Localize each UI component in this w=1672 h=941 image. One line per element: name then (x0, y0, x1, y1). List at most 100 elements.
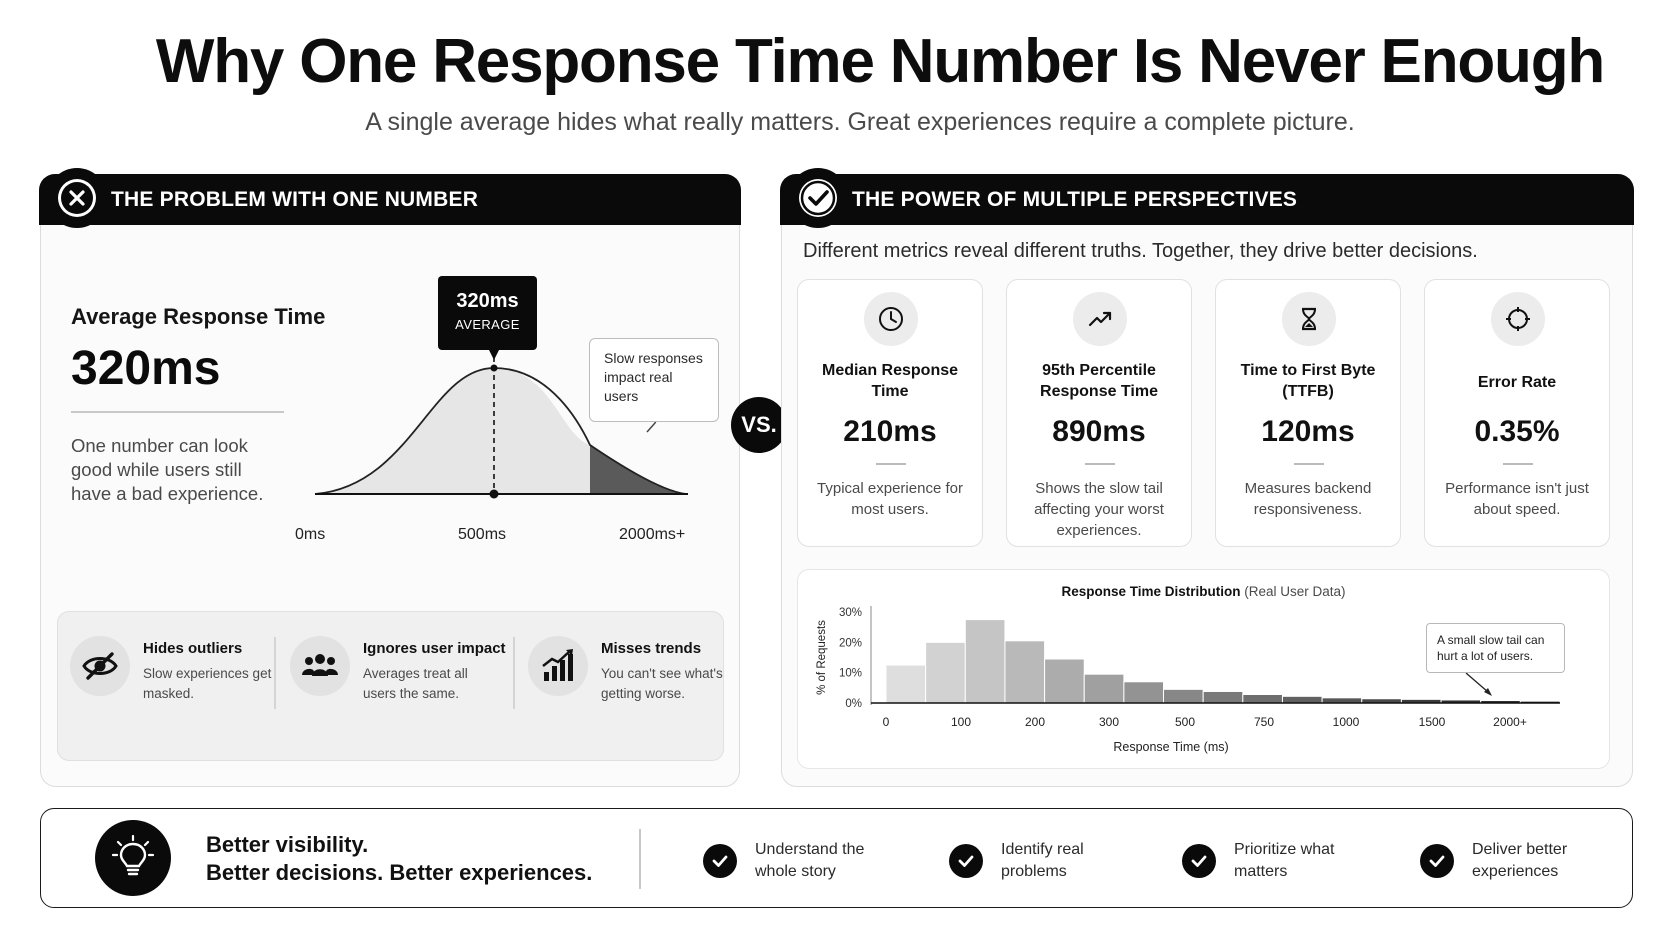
x-icon (61, 182, 93, 214)
tail-annotation: A small slow tail can hurt a lot of user… (1426, 623, 1565, 673)
users-icon (290, 636, 350, 696)
footer-banner: Better visibility. Better decisions. Bet… (40, 808, 1633, 908)
x-tick-label: 2000+ (1493, 715, 1527, 729)
header-badge (788, 168, 848, 228)
metric-desc: Measures backend responsiveness. (1244, 480, 1372, 518)
footer-headline-line1: Better visibility. (206, 832, 369, 857)
divider (639, 829, 641, 889)
metric-card-ttfb: Time to First Byte (TTFB) 120ms Measures… (1215, 279, 1401, 547)
chart-title-line: Response Time Distribution (Real User Da… (798, 584, 1609, 599)
perspectives-intro: Different metrics reveal different truth… (803, 240, 1478, 262)
chart-title: Response Time Distribution (1061, 584, 1241, 599)
histogram-bar (1242, 694, 1283, 704)
metric-value: 0.35% (1474, 415, 1560, 448)
header-badge (47, 168, 107, 228)
footer-item-label: Deliver better experiences (1472, 841, 1568, 880)
y-tick-label: 0% (845, 698, 862, 710)
curve-main-area (315, 368, 590, 494)
footer-item-label: Understand the whole story (755, 841, 865, 880)
issues-box: Hides outliers Slow experiences get mask… (57, 611, 724, 761)
distribution-curve (314, 348, 688, 499)
issue-title: Misses trends (601, 640, 702, 657)
issue-desc: Averages treat all users the same. (363, 666, 468, 701)
metric-name: Median Response Time (821, 362, 959, 400)
histogram-bar (1044, 658, 1085, 704)
slow-response-callout: Slow responses impact real users (589, 338, 719, 422)
histogram-card: Response Time Distribution (Real User Da… (797, 569, 1610, 769)
metric-card-median: Median Response Time 210ms Typical exper… (797, 279, 983, 547)
divider (876, 463, 906, 465)
check-icon (1420, 844, 1454, 878)
histogram-bar (1123, 681, 1165, 704)
curve-tail-area (590, 445, 686, 494)
metric-desc: Typical experience for most users. (817, 480, 963, 518)
average-marker-value: 320ms (456, 290, 519, 312)
axis-label-end: 2000ms+ (619, 526, 686, 543)
annotation-arrowhead (1484, 688, 1492, 696)
x-tick-label: 500 (1175, 715, 1195, 729)
x-tick-label: 100 (951, 715, 971, 729)
lightbulb-icon (95, 820, 171, 896)
y-tick-label: 20% (839, 637, 862, 649)
divider (1503, 463, 1533, 465)
check-icon (949, 844, 983, 878)
metric-card-p95: 95th Percentile Response Time 890ms Show… (1006, 279, 1192, 547)
metric-card-error-rate: Error Rate 0.35% Performance isn't just … (1424, 279, 1610, 547)
check-icon (800, 180, 836, 216)
page-title: Why One Response Time Number Is Never En… (155, 27, 1605, 96)
x-tick-label: 1000 (1333, 715, 1360, 729)
clock-icon (864, 292, 918, 346)
y-tick-label: 30% (839, 607, 862, 619)
divider (513, 637, 515, 709)
avg-label: Average Response Time (71, 304, 326, 329)
histogram-bar (1004, 640, 1046, 704)
perspectives-panel-header: THE POWER OF MULTIPLE PERSPECTIVES (780, 168, 1634, 228)
metric-name: Error Rate (1477, 374, 1557, 391)
metric-desc: Performance isn't just about speed. (1445, 480, 1589, 518)
check-icon (1182, 844, 1216, 878)
divider (274, 637, 276, 709)
histogram-bar (1083, 673, 1125, 704)
footer-item-label: Prioritize what matters (1234, 841, 1335, 880)
axis-label-start: 0ms (295, 526, 326, 543)
histogram-bar (1163, 688, 1204, 704)
bar-chart-icon (528, 636, 588, 696)
problem-panel-title: THE PROBLEM WITH ONE NUMBER (111, 188, 479, 211)
footer-headline-line2: Better decisions. Better experiences. (206, 860, 593, 885)
trend-up-icon (1073, 292, 1127, 346)
divider (1085, 463, 1115, 465)
problem-panel: THE PROBLEM WITH ONE NUMBER Average Resp… (39, 168, 741, 787)
metric-value: 210ms (843, 415, 937, 448)
histogram-bar (885, 664, 927, 704)
y-tick-label: 10% (839, 668, 862, 680)
issue-desc: Slow experiences get masked. (143, 666, 272, 701)
issue-desc: You can't see what's getting worse. (601, 666, 723, 701)
avg-description: One number can look good while users sti… (71, 435, 264, 504)
metric-name: 95th Percentile Response Time (1040, 362, 1158, 400)
y-axis-label: % of Requests (816, 620, 828, 695)
average-marker-tag: 320ms AVERAGE (438, 276, 537, 350)
metric-value: 890ms (1052, 415, 1146, 448)
x-tick-label: 750 (1254, 715, 1274, 729)
x-tick-label: 1500 (1419, 715, 1446, 729)
histogram-bar (964, 619, 1006, 704)
histogram-chart: 30% 20% 10% 0% % of Requests 0 100 200 300 500 750… (816, 606, 1561, 754)
check-icon (703, 844, 737, 878)
x-tick-label: 300 (1099, 715, 1119, 729)
annotation-arrow (1465, 672, 1489, 693)
histogram-bar (1281, 695, 1323, 704)
x-axis-label: Response Time (ms) (1113, 740, 1228, 754)
axis-label-mid: 500ms (458, 526, 507, 543)
issue-title: Hides outliers (143, 640, 243, 657)
hourglass-icon (1282, 292, 1336, 346)
metric-name: Time to First Byte (TTFB) (1240, 362, 1376, 400)
divider (1294, 463, 1324, 465)
footer-headline: Better visibility. Better decisions. Bet… (206, 831, 592, 887)
perspectives-panel: THE POWER OF MULTIPLE PERSPECTIVES Diffe… (780, 168, 1634, 787)
issue-title: Ignores user impact (363, 640, 506, 657)
average-marker-label: AVERAGE (455, 317, 520, 332)
x-tick-label: 0 (883, 715, 890, 729)
target-icon (1491, 292, 1545, 346)
divider (71, 411, 284, 413)
problem-panel-header: THE PROBLEM WITH ONE NUMBER (39, 168, 741, 228)
